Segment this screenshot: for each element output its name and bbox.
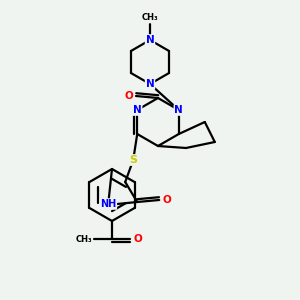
Text: O: O [134,234,142,244]
Text: N: N [146,35,154,45]
Text: NH: NH [100,199,116,209]
Text: N: N [174,105,183,115]
Text: CH₃: CH₃ [142,14,158,22]
Text: CH₃: CH₃ [76,235,92,244]
Text: O: O [163,195,172,205]
Text: N: N [133,105,142,115]
Text: S: S [129,155,137,165]
Text: O: O [124,91,134,101]
Text: N: N [146,79,154,89]
